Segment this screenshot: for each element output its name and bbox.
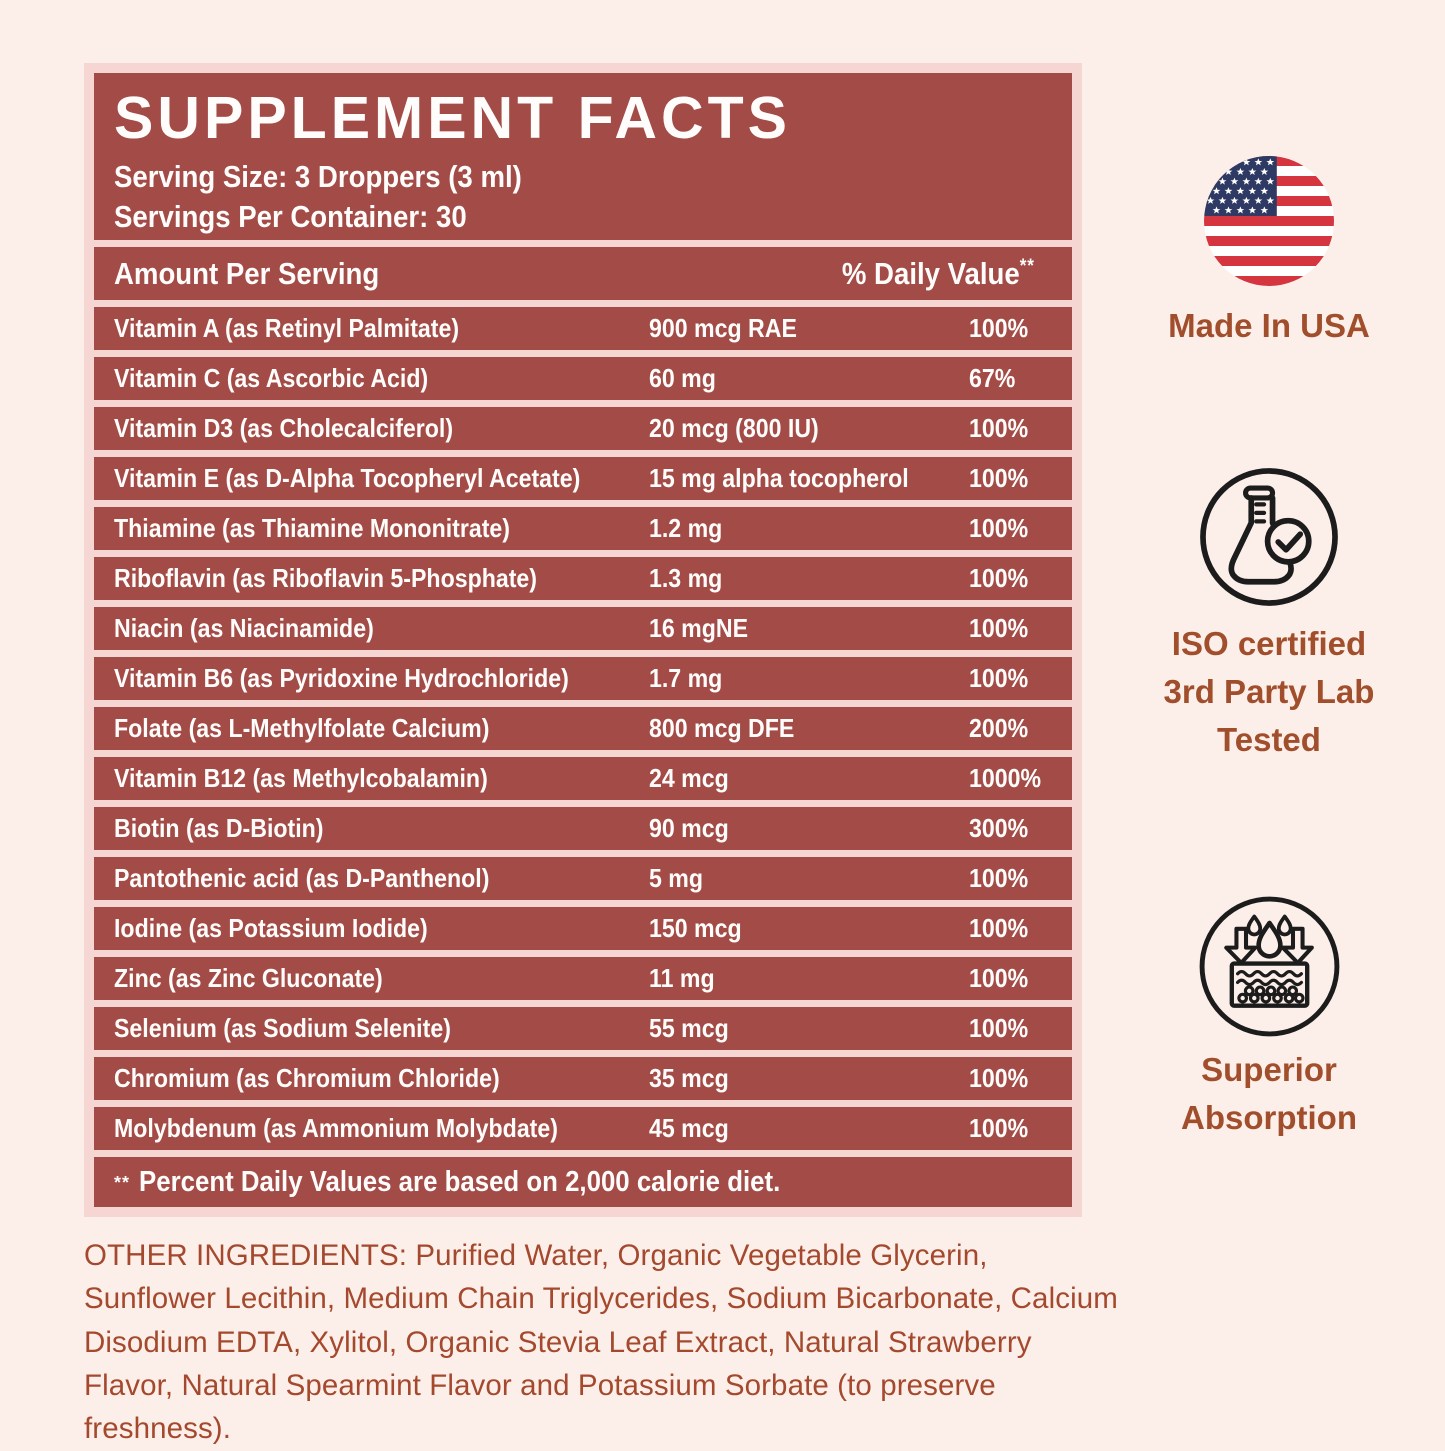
- table-row: Chromium (as Chromium Chloride) 35 mcg 1…: [94, 1057, 1072, 1100]
- lab-flask-check-icon: [1200, 468, 1338, 606]
- nutrient-name: Biotin (as D-Biotin): [114, 813, 324, 843]
- nutrient-amount: 45 mcg: [649, 1113, 729, 1143]
- nutrient-amount: 1.3 mg: [649, 563, 723, 593]
- nutrient-amount: 16 mgNE: [649, 613, 749, 643]
- nutrient-amount: 15 mg alpha tocopherol: [649, 463, 909, 493]
- usa-flag-icon: [1204, 156, 1334, 286]
- nutrient-name: Vitamin C (as Ascorbic Acid): [114, 363, 429, 393]
- nutrient-name: Vitamin D3 (as Cholecalciferol): [114, 413, 454, 443]
- nutrient-name: Chromium (as Chromium Chloride): [114, 1063, 500, 1093]
- table-row: Vitamin B12 (as Methylcobalamin) 24 mcg …: [94, 757, 1072, 800]
- nutrient-name: Iodine (as Potassium Iodide): [114, 913, 428, 943]
- badge-label: Made In USA: [1168, 307, 1370, 344]
- other-ingredients-text: OTHER INGREDIENTS: Purified Water, Organ…: [84, 1239, 1118, 1446]
- supplement-facts-panel: SUPPLEMENT FACTS Serving Size: 3 Dropper…: [84, 63, 1082, 1217]
- nutrient-daily-value: 100%: [969, 463, 1029, 493]
- nutrient-daily-value: 100%: [969, 863, 1029, 893]
- daily-value-asterisks: **: [1019, 255, 1035, 277]
- nutrient-daily-value: 200%: [969, 713, 1029, 743]
- table-row: Biotin (as D-Biotin) 90 mcg 300%: [94, 807, 1072, 850]
- nutrient-name: Pantothenic acid (as D-Panthenol): [114, 863, 490, 893]
- table-row: Niacin (as Niacinamide) 16 mgNE 100%: [94, 607, 1072, 650]
- table-row: Vitamin C (as Ascorbic Acid) 60 mg 67%: [94, 357, 1072, 400]
- nutrient-name: Vitamin A (as Retinyl Palmitate): [114, 313, 460, 343]
- nutrient-amount: 1.2 mg: [649, 513, 723, 543]
- panel-title-block: SUPPLEMENT FACTS Serving Size: 3 Dropper…: [94, 73, 1072, 240]
- nutrient-name: Thiamine (as Thiamine Mononitrate): [114, 513, 510, 543]
- nutrient-name: Vitamin E (as D-Alpha Tocopheryl Acetate…: [114, 463, 581, 493]
- superior-absorption-badge: Superior Absorption: [1108, 894, 1430, 1142]
- nutrient-amount: 800 mcg DFE: [649, 713, 795, 743]
- nutrient-amount: 24 mcg: [649, 763, 729, 793]
- nutrient-daily-value: 100%: [969, 1113, 1029, 1143]
- table-row: Vitamin E (as D-Alpha Tocopheryl Acetate…: [94, 457, 1072, 500]
- daily-value-header: % Daily Value**: [842, 255, 1035, 291]
- nutrient-daily-value: 300%: [969, 813, 1029, 843]
- nutrient-name: Molybdenum (as Ammonium Molybdate): [114, 1113, 558, 1143]
- nutrient-name: Zinc (as Zinc Gluconate): [114, 963, 383, 993]
- table-row: Vitamin A (as Retinyl Palmitate) 900 mcg…: [94, 307, 1072, 350]
- nutrient-amount: 1.7 mg: [649, 663, 723, 693]
- nutrient-amount: 55 mcg: [649, 1013, 729, 1043]
- table-row: Zinc (as Zinc Gluconate) 11 mg 100%: [94, 957, 1072, 1000]
- nutrient-daily-value: 1000%: [969, 763, 1042, 793]
- nutrient-daily-value: 100%: [969, 1013, 1029, 1043]
- table-row: Vitamin B6 (as Pyridoxine Hydrochloride)…: [94, 657, 1072, 700]
- table-row: Molybdenum (as Ammonium Molybdate) 45 mc…: [94, 1107, 1072, 1150]
- nutrient-daily-value: 67%: [969, 363, 1016, 393]
- daily-value-footnote: ** Percent Daily Values are based on 2,0…: [94, 1157, 1072, 1207]
- table-row: Riboflavin (as Riboflavin 5-Phosphate) 1…: [94, 557, 1072, 600]
- nutrient-amount: 900 mcg RAE: [649, 313, 797, 343]
- amount-per-serving-header: Amount Per Serving: [114, 255, 380, 291]
- skin-absorption-icon: [1199, 896, 1339, 1037]
- nutrient-name: Folate (as L-Methylfolate Calcium): [114, 713, 490, 743]
- nutrient-name: Riboflavin (as Riboflavin 5-Phosphate): [114, 563, 538, 593]
- nutrient-daily-value: 100%: [969, 913, 1029, 943]
- nutrient-name: Selenium (as Sodium Selenite): [114, 1013, 451, 1043]
- badge-label: Superior Absorption: [1181, 1051, 1357, 1136]
- nutrient-name: Vitamin B12 (as Methylcobalamin): [114, 763, 488, 793]
- nutrient-daily-value: 100%: [969, 413, 1029, 443]
- nutrient-daily-value: 100%: [969, 313, 1029, 343]
- nutrient-daily-value: 100%: [969, 563, 1029, 593]
- table-row: Vitamin D3 (as Cholecalciferol) 20 mcg (…: [94, 407, 1072, 450]
- panel-title: SUPPLEMENT FACTS: [114, 85, 791, 151]
- nutrient-daily-value: 100%: [969, 613, 1029, 643]
- table-row: Selenium (as Sodium Selenite) 55 mcg 100…: [94, 1007, 1072, 1050]
- nutrient-daily-value: 100%: [969, 513, 1029, 543]
- nutrient-daily-value: 100%: [969, 1063, 1029, 1093]
- iso-lab-tested-badge: ISO certified 3rd Party Lab Tested: [1108, 466, 1430, 764]
- nutrient-daily-value: 100%: [969, 663, 1029, 693]
- nutrient-amount: 5 mg: [649, 863, 704, 893]
- nutrient-amount: 20 mcg (800 IU): [649, 413, 819, 443]
- servings-per-container: Servings Per Container: 30: [114, 199, 467, 234]
- badge-label: ISO certified 3rd Party Lab Tested: [1163, 625, 1375, 758]
- serving-size: Serving Size: 3 Droppers (3 ml): [114, 159, 522, 194]
- table-row: Folate (as L-Methylfolate Calcium) 800 m…: [94, 707, 1072, 750]
- table-row: Iodine (as Potassium Iodide) 150 mcg 100…: [94, 907, 1072, 950]
- nutrient-amount: 150 mcg: [649, 913, 742, 943]
- footnote-text: Percent Daily Values are based on 2,000 …: [139, 1165, 781, 1198]
- nutrient-amount: 35 mcg: [649, 1063, 729, 1093]
- footnote-asterisks: **: [114, 1171, 130, 1192]
- nutrient-name: Niacin (as Niacinamide): [114, 613, 374, 643]
- nutrient-daily-value: 100%: [969, 963, 1029, 993]
- nutrient-amount: 90 mcg: [649, 813, 729, 843]
- nutrient-amount: 60 mg: [649, 363, 716, 393]
- nutrient-name: Vitamin B6 (as Pyridoxine Hydrochloride): [114, 663, 569, 693]
- table-row: Thiamine (as Thiamine Mononitrate) 1.2 m…: [94, 507, 1072, 550]
- table-row: Pantothenic acid (as D-Panthenol) 5 mg 1…: [94, 857, 1072, 900]
- made-in-usa-badge: Made In USA: [1108, 156, 1430, 350]
- table-header-row: Amount Per Serving % Daily Value**: [94, 247, 1072, 300]
- nutrient-amount: 11 mg: [649, 963, 715, 993]
